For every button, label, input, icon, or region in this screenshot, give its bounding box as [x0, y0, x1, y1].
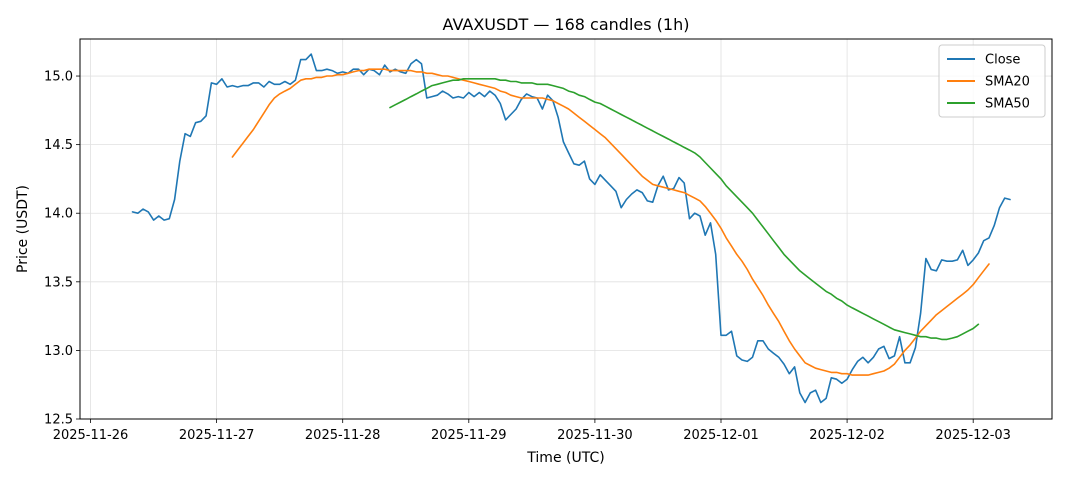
- grid: [80, 39, 1052, 420]
- legend-label-close: Close: [985, 53, 1020, 68]
- series-line-close: [131, 53, 1011, 404]
- y-tick-label: 13.5: [44, 275, 73, 290]
- x-axis-label: Time (UTC): [526, 450, 604, 466]
- legend: Close SMA20 SMA50: [938, 44, 1046, 118]
- legend-box: [938, 44, 1046, 118]
- y-tick-label: 13.0: [44, 344, 73, 359]
- y-tick-label: 14.0: [44, 207, 73, 222]
- x-tick-label: 2025-11-28: [305, 428, 381, 443]
- series-layer: [131, 53, 1011, 404]
- series-line-sma20: [231, 68, 990, 376]
- x-tick-label: 2025-12-01: [683, 428, 759, 443]
- x-axis: 2025-11-26 2025-11-27 2025-11-28 2025-11-29…: [53, 419, 1011, 443]
- x-tick-label: 2025-12-02: [809, 428, 885, 443]
- x-tick-label: 2025-12-03: [935, 428, 1011, 443]
- plot-frame: [79, 38, 1053, 420]
- legend-label-sma50: SMA50: [985, 97, 1030, 112]
- x-tick-label: 2025-11-26: [53, 428, 129, 443]
- y-tick-label: 12.5: [44, 413, 73, 428]
- y-tick-label: 15.0: [44, 70, 73, 85]
- y-axis-label: Price (USDT): [15, 185, 31, 273]
- x-tick-label: 2025-11-30: [557, 428, 633, 443]
- legend-label-sma20: SMA20: [985, 75, 1030, 90]
- x-tick-label: 2025-11-29: [431, 428, 507, 443]
- y-tick-label: 14.5: [44, 138, 73, 153]
- x-tick-label: 2025-11-27: [179, 428, 255, 443]
- chart-title: AVAXUSDT — 168 candles (1h): [443, 15, 690, 34]
- y-axis: 12.5 13.0 13.5 14.0 14.5 15.0: [44, 70, 80, 428]
- series-line-sma50: [389, 78, 980, 341]
